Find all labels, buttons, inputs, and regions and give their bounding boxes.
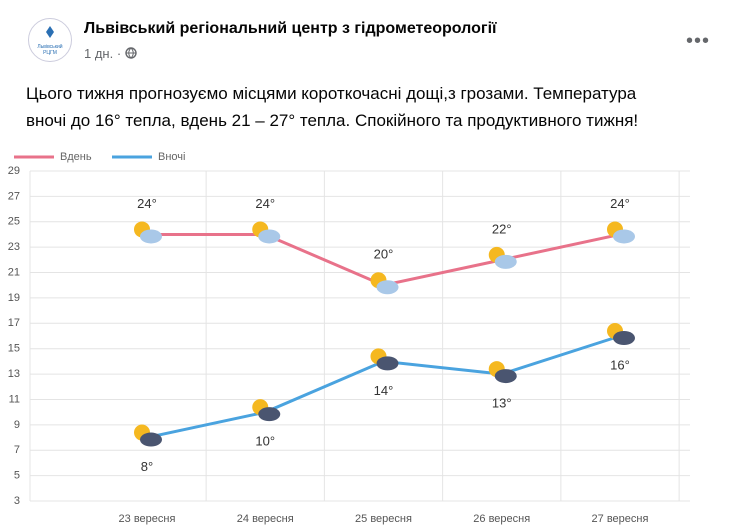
text-line: вночі до 16° тепла, вдень 21 – 27° тепла… bbox=[26, 111, 639, 130]
data-label: 16° bbox=[610, 357, 630, 372]
weather-icon bbox=[376, 280, 399, 295]
weather-icon bbox=[613, 331, 635, 345]
avatar[interactable]: Львівський РЦГМ bbox=[28, 18, 72, 62]
y-tick-label: 19 bbox=[8, 292, 20, 304]
y-tick-label: 17 bbox=[8, 317, 20, 329]
x-tick-label: 23 вересня bbox=[119, 513, 176, 525]
data-label: 24° bbox=[137, 196, 157, 211]
post-time[interactable]: 1 дн. · bbox=[84, 46, 137, 61]
y-tick-label: 3 bbox=[14, 495, 20, 507]
weather-icon bbox=[376, 356, 399, 371]
text-line: Цього тижня прогнозуємо місцями короткоч… bbox=[26, 84, 637, 103]
weather-icon bbox=[258, 407, 281, 422]
post-text: Цього тижня прогнозуємо місцями короткоч… bbox=[26, 80, 638, 134]
weather-icon bbox=[140, 229, 162, 244]
data-label: 24° bbox=[610, 196, 630, 211]
y-tick-label: 27 bbox=[8, 190, 20, 202]
author[interactable]: Львівський регіональний центр з гідромет… bbox=[84, 20, 497, 37]
data-label: 14° bbox=[374, 383, 394, 398]
weather-icon bbox=[140, 432, 162, 447]
y-tick-label: 11 bbox=[9, 393, 20, 405]
weather-icon bbox=[613, 229, 635, 244]
y-tick-label: 23 bbox=[8, 241, 20, 253]
legend-label: Вдень bbox=[60, 151, 92, 163]
avatar-logo bbox=[46, 25, 54, 38]
x-tick-label: 27 вересня bbox=[592, 513, 649, 525]
time[interactable]: 1 дн. bbox=[84, 46, 114, 61]
y-tick-label: 13 bbox=[8, 368, 20, 380]
weather-icon bbox=[494, 254, 517, 269]
weather-icon bbox=[494, 369, 517, 384]
avatar-text: Львівський РЦГМ bbox=[37, 43, 63, 56]
x-tick-label: 24 вересня bbox=[237, 513, 294, 525]
data-label: 22° bbox=[492, 221, 512, 236]
data-label: 13° bbox=[492, 396, 512, 411]
data-label: 24° bbox=[255, 196, 275, 211]
data-label: 8° bbox=[141, 459, 153, 474]
x-tick-label: 26 вересня bbox=[473, 513, 530, 525]
y-tick-label: 29 bbox=[8, 165, 20, 177]
more-button[interactable]: ••• bbox=[686, 30, 711, 52]
data-label: 10° bbox=[255, 434, 275, 449]
y-tick-label: 15 bbox=[8, 343, 20, 355]
y-tick-label: 9 bbox=[14, 419, 20, 431]
y-tick-label: 5 bbox=[14, 470, 20, 482]
y-tick-label: 7 bbox=[14, 444, 20, 456]
legend-label: Вночі bbox=[158, 151, 185, 163]
separator: · bbox=[116, 46, 125, 61]
y-tick-label: 25 bbox=[8, 216, 20, 228]
y-tick-label: 21 bbox=[8, 266, 20, 278]
globe-icon bbox=[125, 47, 137, 59]
weather-icon bbox=[258, 229, 281, 244]
x-tick-label: 25 вересня bbox=[355, 513, 412, 525]
data-label: 20° bbox=[374, 247, 394, 262]
